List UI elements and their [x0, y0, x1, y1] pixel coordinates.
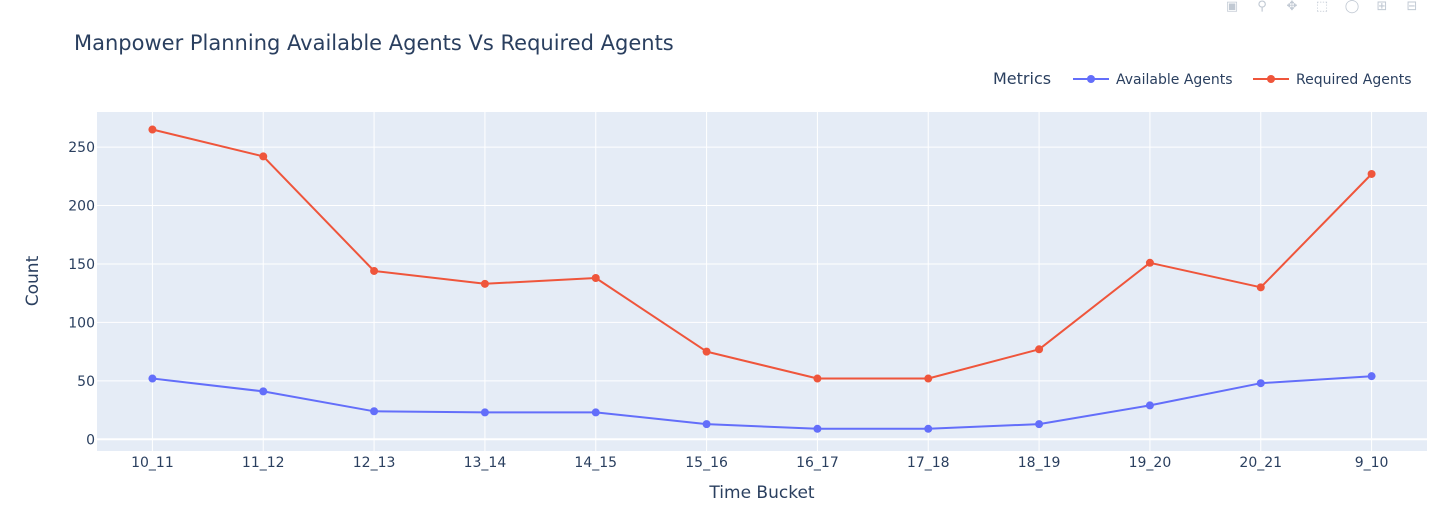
data-point-required-agents	[924, 374, 933, 383]
x-tick-label: 14_15	[574, 455, 617, 471]
x-tick-label: 18_19	[1018, 455, 1061, 471]
legend-items[interactable]: Available Agents Required Agents	[1073, 72, 1412, 88]
zoom-out-icon[interactable]: ⊟	[1406, 0, 1418, 14]
chart-title: Manpower Planning Available Agents Vs Re…	[74, 31, 674, 55]
y-tick-label: 0	[86, 432, 95, 448]
y-tick-label: 250	[68, 140, 95, 156]
legend-item-available-agents[interactable]: Available Agents	[1073, 72, 1233, 88]
data-point-available-agents	[1367, 372, 1376, 381]
camera-icon[interactable]: ▣	[1225, 0, 1239, 14]
data-point-required-agents	[1256, 283, 1265, 292]
data-point-required-agents	[1035, 345, 1044, 354]
pan-icon[interactable]: ✥	[1286, 0, 1298, 14]
series-required-agents	[148, 125, 1376, 383]
legend-swatch-marker	[1267, 75, 1275, 83]
y-tick-label: 150	[68, 257, 95, 273]
legend-label: Required Agents	[1296, 72, 1412, 88]
zoom-in-icon[interactable]: ⊞	[1376, 0, 1388, 14]
data-point-available-agents	[370, 407, 379, 416]
series-line-available-agents	[152, 375, 1372, 430]
x-axis-label: Time Bucket	[708, 483, 814, 503]
data-point-available-agents	[1035, 420, 1044, 429]
modebar: ▣ ⚲ ✥ ⬚ ◯ ⊞ ⊟	[1223, 0, 1421, 14]
x-tick-label: 10_11	[131, 455, 174, 471]
legend-swatch-marker	[1087, 75, 1095, 83]
legend: Metrics Available Agents Required Agents	[993, 69, 1412, 88]
box-select-icon[interactable]: ⬚	[1315, 0, 1329, 14]
legend-item-required-agents[interactable]: Required Agents	[1253, 72, 1412, 88]
data-point-available-agents	[702, 420, 711, 429]
x-tick-label: 17_18	[907, 455, 950, 471]
series-layer	[148, 125, 1376, 433]
legend-label: Available Agents	[1116, 72, 1233, 88]
y-tick-label: 50	[77, 374, 95, 390]
data-point-required-agents	[702, 347, 711, 356]
data-point-available-agents	[813, 424, 822, 433]
data-point-available-agents	[591, 408, 600, 417]
data-point-available-agents	[1145, 401, 1154, 410]
lasso-icon[interactable]: ◯	[1344, 0, 1360, 14]
zoom-icon[interactable]: ⚲	[1257, 0, 1267, 14]
data-point-required-agents	[480, 279, 489, 288]
data-point-required-agents	[259, 152, 268, 161]
data-point-available-agents	[1256, 379, 1265, 388]
data-point-required-agents	[813, 374, 822, 383]
data-point-available-agents	[924, 424, 933, 433]
x-tick-label: 20_21	[1239, 455, 1282, 471]
x-tick-label: 13_14	[464, 455, 507, 471]
x-tick-label: 15_16	[685, 455, 728, 471]
data-point-required-agents	[148, 125, 157, 134]
data-point-available-agents	[480, 408, 489, 417]
x-tick-label: 16_17	[796, 455, 839, 471]
data-point-required-agents	[591, 273, 600, 282]
y-ticks: 0 50 100 150 200 250	[68, 140, 95, 448]
data-point-available-agents	[259, 387, 268, 396]
series-line-required-agents	[152, 128, 1373, 380]
data-point-required-agents	[1145, 258, 1154, 267]
x-ticks: 10_11 11_12 12_13 13_14 14_15 15_16 16_17 17_18…	[131, 455, 1388, 471]
y-tick-label: 100	[68, 315, 95, 331]
legend-title: Metrics	[993, 69, 1051, 88]
y-tick-label: 200	[68, 199, 95, 215]
x-tick-label: 9_10	[1355, 455, 1389, 471]
series-available-agents	[148, 372, 1376, 433]
grid	[97, 112, 1427, 451]
y-axis-label: Count	[23, 255, 43, 306]
x-tick-label: 12_13	[353, 455, 396, 471]
x-tick-label: 19_20	[1129, 455, 1172, 471]
data-point-required-agents	[1367, 169, 1376, 178]
x-tick-label: 11_12	[242, 455, 285, 471]
data-point-available-agents	[148, 374, 157, 383]
data-point-required-agents	[370, 266, 379, 275]
plot-area	[97, 112, 1427, 451]
